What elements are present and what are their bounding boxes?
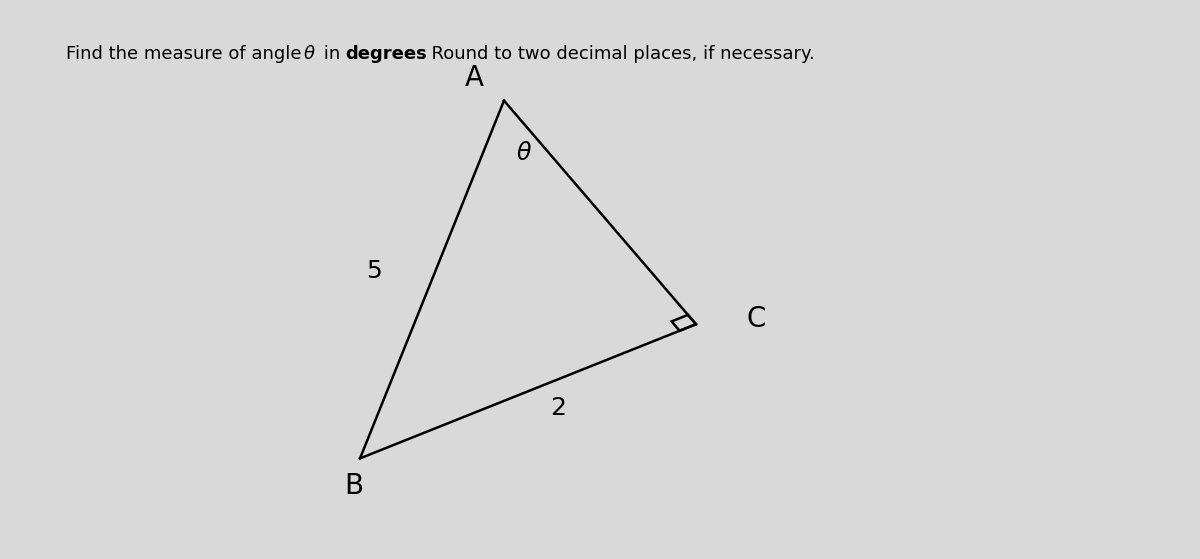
Text: θ: θ <box>304 45 314 63</box>
Text: degrees: degrees <box>346 45 427 63</box>
Text: θ: θ <box>517 141 532 165</box>
Text: . Round to two decimal places, if necessary.: . Round to two decimal places, if necess… <box>420 45 815 63</box>
Text: 5: 5 <box>366 259 383 283</box>
Text: B: B <box>344 472 364 500</box>
Text: in: in <box>318 45 346 63</box>
Text: A: A <box>464 64 484 92</box>
Text: Find the measure of angle: Find the measure of angle <box>66 45 307 63</box>
Text: C: C <box>746 305 766 333</box>
Text: 2: 2 <box>550 396 566 420</box>
